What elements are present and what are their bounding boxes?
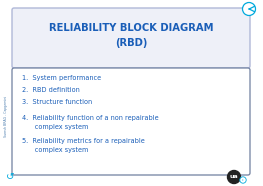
Circle shape [242,2,255,15]
Text: 5.  Reliability metrics for a repairable
      complex system: 5. Reliability metrics for a repairable … [22,138,145,153]
Text: 1.  System performance: 1. System performance [22,75,101,81]
Text: c: c [242,178,244,182]
Text: ua: ua [230,174,238,179]
Circle shape [240,177,246,183]
Text: 4.  Reliability function of a non repairable
      complex system: 4. Reliability function of a non repaira… [22,115,159,130]
Text: RELIABILITY BLOCK DIAGRAM: RELIABILITY BLOCK DIAGRAM [49,23,213,33]
FancyBboxPatch shape [12,8,250,68]
Circle shape [227,171,240,184]
Text: (RBD): (RBD) [115,38,147,48]
Text: Suresh BRAG - Capgemini: Suresh BRAG - Capgemini [4,95,8,137]
Text: ↺: ↺ [6,172,14,182]
FancyBboxPatch shape [12,68,250,175]
Text: 3.  Structure function: 3. Structure function [22,99,92,105]
Text: 2.  RBD definition: 2. RBD definition [22,87,80,93]
